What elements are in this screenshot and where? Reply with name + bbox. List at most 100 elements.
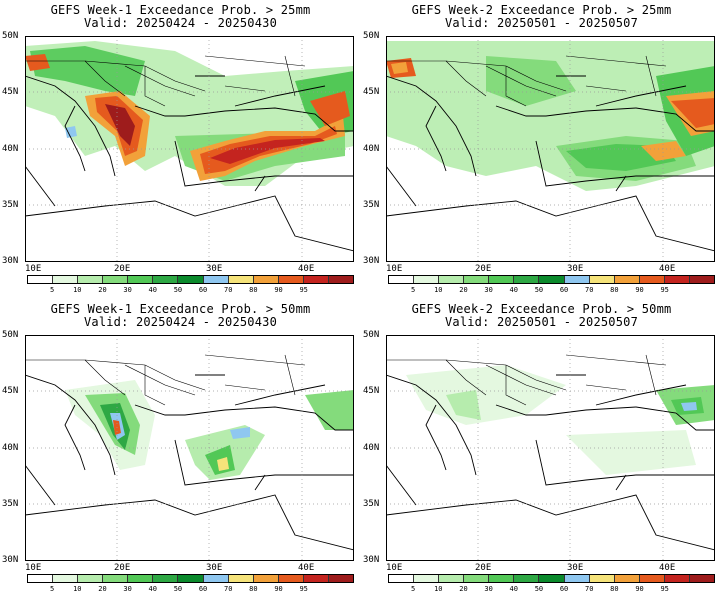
colorbar-label: 90 xyxy=(274,585,283,593)
colorbar-swatch xyxy=(328,276,354,283)
lat-label-45n: 45N xyxy=(363,386,380,396)
panel-title: GEFS Week-2 Exceedance Prob. > 25mm xyxy=(411,3,672,17)
colorbar-swatch xyxy=(28,575,54,582)
colorbar-swatch xyxy=(53,276,79,283)
lat-label-30n: 30N xyxy=(363,256,380,266)
colorbar-swatch xyxy=(203,575,229,582)
panel-week1-50mm: GEFS Week-1 Exceedance Prob. > 50mm Vali… xyxy=(0,299,361,598)
colorbar-label: 30 xyxy=(123,286,132,294)
colorbar-label: 95 xyxy=(660,286,669,294)
lat-label-45n: 45N xyxy=(2,386,19,396)
lon-label-20e: 20E xyxy=(114,264,131,274)
lat-label-35n: 35N xyxy=(363,499,380,509)
colorbar-swatch xyxy=(178,276,204,283)
colorbar-swatch xyxy=(328,575,354,582)
lon-label-30e: 30E xyxy=(567,264,584,274)
lat-label-40n: 40N xyxy=(2,443,19,453)
colorbar-swatch xyxy=(664,276,690,283)
panel-week1-25mm: GEFS Week-1 Exceedance Prob. > 25mm Vali… xyxy=(0,0,361,299)
colorbar-label: 10 xyxy=(73,585,82,593)
lat-label-40n: 40N xyxy=(2,144,19,154)
colorbar-label: 30 xyxy=(484,585,493,593)
colorbar-swatch xyxy=(303,276,329,283)
lat-label-30n: 30N xyxy=(2,555,19,565)
colorbar-swatch xyxy=(278,276,304,283)
panel-week2-25mm: GEFS Week-2 Exceedance Prob. > 25mm Vali… xyxy=(361,0,722,299)
colorbar-swatch xyxy=(664,575,690,582)
panel-valid-dates: Valid: 20250424 - 20250430 xyxy=(83,16,278,30)
colorbar-label: 60 xyxy=(559,585,569,593)
colorbar-label: 5 xyxy=(50,286,55,294)
lat-label-50n: 50N xyxy=(2,31,19,41)
colorbar-swatch xyxy=(489,276,515,283)
colorbar-swatch xyxy=(514,276,540,283)
lat-label-35n: 35N xyxy=(363,200,380,210)
lon-label-30e: 30E xyxy=(206,563,223,573)
colorbar-swatch xyxy=(178,575,204,582)
colorbar-swatch xyxy=(639,575,665,582)
lon-label-30e: 30E xyxy=(567,563,584,573)
colorbar-label: 95 xyxy=(299,286,308,294)
colorbar-label: 60 xyxy=(559,286,569,294)
panel-valid-dates: Valid: 20250501 - 20250507 xyxy=(444,16,639,30)
colorbar-swatch xyxy=(78,575,104,582)
colorbar-label: 5 xyxy=(50,585,55,593)
colorbar-swatch xyxy=(78,276,104,283)
colorbar-swatch xyxy=(589,276,615,283)
lon-label-10e: 10E xyxy=(386,264,403,274)
colorbar-label: 20 xyxy=(459,286,468,294)
colorbar-swatch xyxy=(689,276,715,283)
colorbar-label: 40 xyxy=(148,585,157,593)
colorbar-swatch xyxy=(28,276,54,283)
colorbar-label: 90 xyxy=(274,286,283,294)
lon-label-40e: 40E xyxy=(659,563,676,573)
colorbar-label: 80 xyxy=(249,585,258,593)
colorbar-swatch xyxy=(614,276,640,283)
panel-valid-dates: Valid: 20250501 - 20250507 xyxy=(444,315,639,329)
colorbar-swatch xyxy=(103,575,129,582)
colorbar-label: 10 xyxy=(434,286,443,294)
colorbar-swatch xyxy=(489,575,515,582)
lon-label-40e: 40E xyxy=(298,264,315,274)
colorbar-label: 95 xyxy=(299,585,308,593)
colorbar-label: 80 xyxy=(610,585,619,593)
colorbar-label: 95 xyxy=(660,585,669,593)
lat-label-35n: 35N xyxy=(2,200,19,210)
colorbar-label: 70 xyxy=(585,585,594,593)
colorbar-label: 20 xyxy=(98,286,107,294)
panel-week2-50mm: GEFS Week-2 Exceedance Prob. > 50mm Vali… xyxy=(361,299,722,598)
colorbar-swatch xyxy=(303,575,329,582)
colorbar-label: 40 xyxy=(509,585,518,593)
colorbar-swatch xyxy=(278,575,304,582)
panel-title: GEFS Week-1 Exceedance Prob. > 50mm xyxy=(50,302,311,316)
colorbar-label: 20 xyxy=(98,585,107,593)
colorbar-label: 80 xyxy=(249,286,258,294)
colorbar-swatch xyxy=(253,575,279,582)
colorbar-swatch xyxy=(389,575,415,582)
colorbar-label: 50 xyxy=(534,585,544,593)
colorbar-label: 50 xyxy=(173,286,183,294)
colorbar-label: 30 xyxy=(123,585,132,593)
colorbar-swatch xyxy=(203,276,229,283)
colorbar xyxy=(388,275,715,284)
colorbar-swatch xyxy=(414,575,440,582)
lat-label-30n: 30N xyxy=(2,256,19,266)
panel-title: GEFS Week-1 Exceedance Prob. > 25mm xyxy=(50,3,311,17)
lat-label-40n: 40N xyxy=(363,443,380,453)
lon-label-20e: 20E xyxy=(114,563,131,573)
colorbar xyxy=(27,275,354,284)
lon-label-40e: 40E xyxy=(298,563,315,573)
colorbar-swatch xyxy=(514,575,540,582)
lon-label-30e: 30E xyxy=(206,264,223,274)
colorbar-label: 10 xyxy=(73,286,82,294)
colorbar-swatch xyxy=(589,575,615,582)
colorbar-label: 50 xyxy=(534,286,544,294)
colorbar-swatch xyxy=(614,575,640,582)
colorbar-swatch xyxy=(689,575,715,582)
colorbar-swatch xyxy=(439,575,465,582)
lat-label-35n: 35N xyxy=(2,499,19,509)
colorbar-swatch xyxy=(128,276,154,283)
lat-label-30n: 30N xyxy=(363,555,380,565)
colorbar-label: 5 xyxy=(411,585,416,593)
colorbar xyxy=(388,574,715,583)
